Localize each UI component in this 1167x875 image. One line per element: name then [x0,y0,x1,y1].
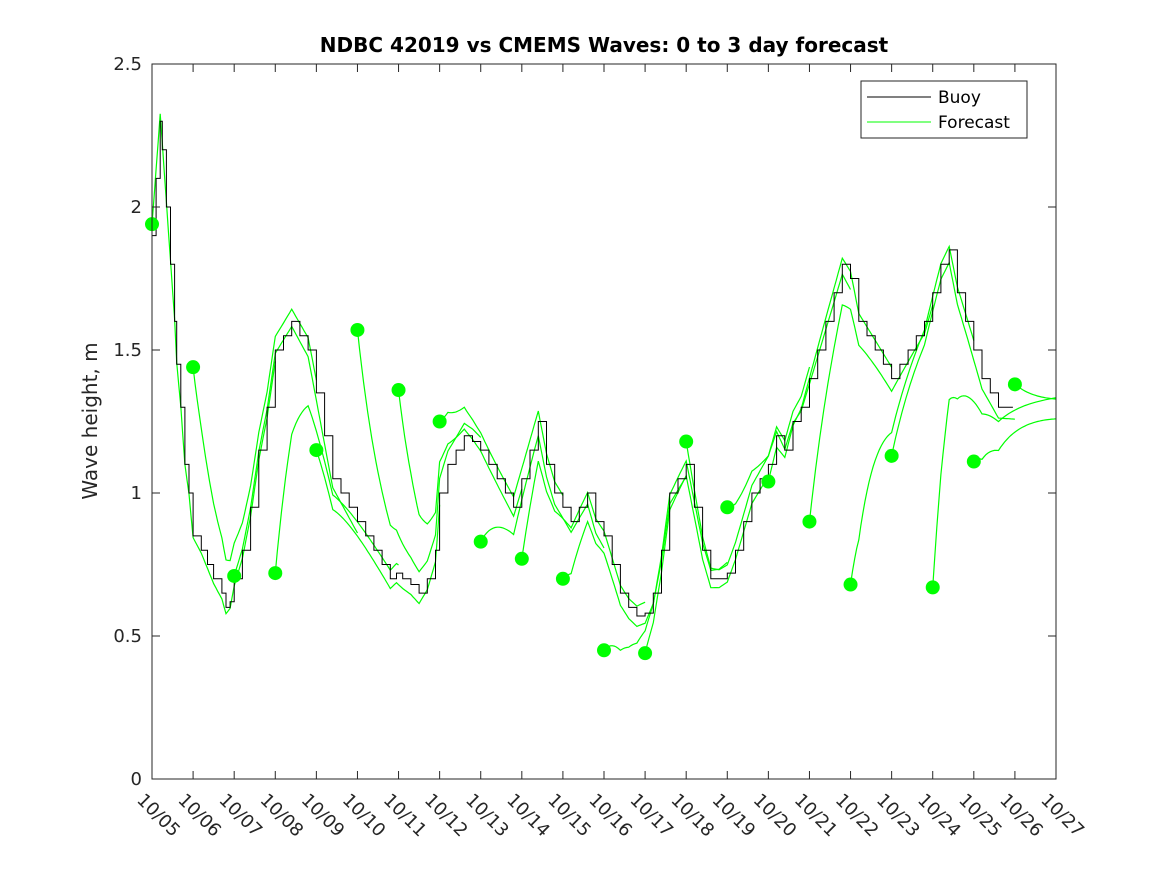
forecast-start-point [843,577,858,592]
forecast-line [480,435,605,549]
forecast-start-point [638,646,653,661]
x-tick-label: 10/14 [502,790,554,842]
buoy-line [152,120,1013,617]
buoy-series-line [152,120,1013,617]
forecast-line [808,304,934,522]
forecast-line [562,475,687,628]
y-tick-label: 0.5 [113,626,142,647]
forecast-start-point [555,571,570,586]
x-tick-label: 10/11 [379,790,431,842]
forecast-start-point [186,360,201,375]
x-tick-label: 10/26 [995,790,1047,842]
legend-box [860,80,1028,139]
forecast-start-point [391,383,406,398]
forecast-line [727,272,852,508]
x-tick-label: 10/06 [174,790,226,842]
plot-frame [151,63,1057,780]
forecast-line [1014,383,1056,400]
forecast-line [192,308,317,562]
forecast-lines [152,113,1056,654]
forecast-start-point [432,414,447,429]
forecast-start-point [679,434,694,449]
forecast-line [644,474,769,654]
x-tick-label: 10/16 [584,790,636,842]
x-tick-label: 10/12 [420,790,472,842]
x-tick-label: 10/25 [954,790,1006,842]
legend-forecast-label: Forecast [938,113,1010,133]
forecast-line [274,404,399,574]
x-tick-label: 10/21 [790,790,842,842]
forecast-line [356,329,482,573]
forecast-line [767,256,893,482]
chart-title: NDBC 42019 vs CMEMS Waves: 0 to 3 day fo… [320,33,889,57]
y-tick-label: 0 [131,769,142,790]
x-tick-label: 10/20 [749,790,801,842]
forecast-start-point [1007,377,1022,392]
forecast-start-point [514,551,529,566]
forecast-line [439,406,564,499]
forecast-start-point [227,568,242,583]
y-tick-label: 1 [131,483,142,504]
forecast-line [521,460,646,607]
x-tick-label: 10/23 [872,790,924,842]
forecast-line [315,449,441,605]
forecast-start-point [268,566,283,581]
legend: Buoy Forecast [860,80,1028,139]
x-tick-label: 10/27 [1036,790,1088,842]
forecast-start-point [884,448,899,463]
forecast-line [973,418,1056,462]
x-tick-label: 10/15 [543,790,595,842]
forecast-line [891,260,1015,456]
forecast-line [603,459,728,652]
forecast-line [152,113,276,616]
forecast-start-point [925,580,940,595]
x-tick-label: 10/24 [913,790,965,842]
forecast-start-point [966,454,981,469]
forecast-start-point [350,322,365,337]
legend-buoy-label: Buoy [938,88,981,108]
x-tick-label: 10/17 [626,790,678,842]
y-axis-label: Wave height, m [78,342,102,499]
forecast-line [233,325,359,577]
y-tick-label: 2.5 [113,54,142,75]
x-tick-label: 10/19 [708,790,760,842]
forecast-line [849,244,975,585]
forecast-line [397,389,523,525]
forecast-start-point [597,643,611,658]
x-tick-label: 10/18 [667,790,719,842]
forecast-start-point [802,514,817,529]
x-tick-label: 10/09 [297,790,349,842]
y-tick-label: 2 [131,197,142,218]
x-tick-label: 10/10 [338,790,390,842]
x-tick-label: 10/08 [256,790,308,842]
x-tick-label: 10/22 [831,790,883,842]
y-axis-ticks: 0 0.5 1 1.5 2 2.5 [113,54,1056,790]
x-axis-ticks: 10/0510/0610/0710/0810/0910/1010/1110/12… [132,64,1088,841]
forecast-start-point [761,474,776,489]
forecast-start-point [309,443,324,458]
x-tick-label: 10/07 [215,790,267,842]
forecast-start-point [473,534,488,549]
y-tick-label: 1.5 [113,340,142,361]
x-tick-label: 10/05 [132,790,184,842]
forecast-line [685,366,811,571]
forecast-start-point [720,500,735,515]
x-tick-label: 10/13 [461,790,513,842]
forecast-dots [145,217,1022,661]
forecast-line [932,395,1056,588]
